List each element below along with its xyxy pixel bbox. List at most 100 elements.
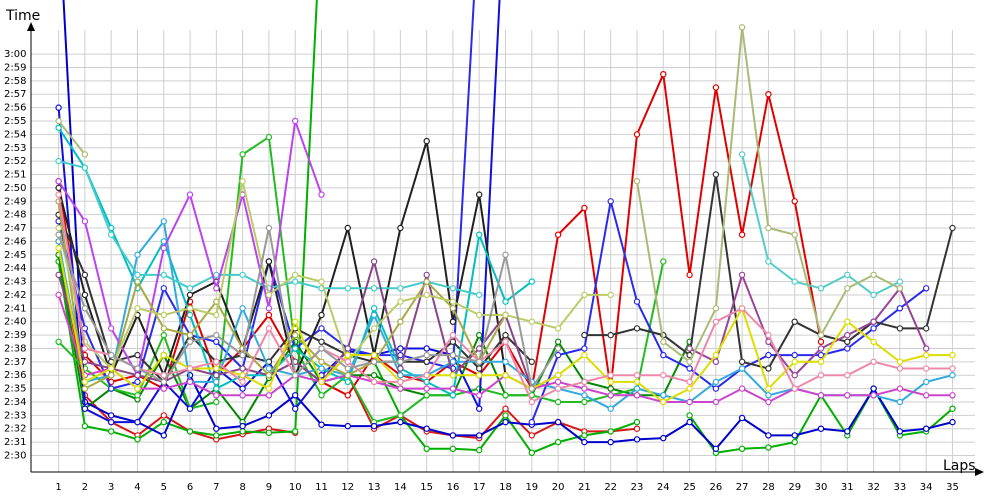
data-point — [81, 405, 89, 412]
data-point — [292, 318, 299, 325]
data-point — [633, 298, 641, 305]
y-tick-label: 2:57 — [4, 89, 26, 100]
data-point — [55, 124, 62, 131]
data-point — [449, 338, 457, 345]
data-point — [449, 305, 457, 312]
data-point — [712, 318, 720, 325]
data-point — [107, 365, 115, 372]
y-tick-label: 2:59 — [4, 62, 26, 73]
data-point — [134, 271, 141, 279]
data-point — [292, 372, 299, 379]
data-point — [870, 385, 877, 392]
y-tick-label: 2:58 — [4, 76, 26, 87]
plot-area — [55, 0, 956, 456]
data-point — [55, 291, 62, 299]
data-point — [738, 24, 746, 31]
data-point — [817, 358, 825, 365]
x-tick-label: 23 — [631, 482, 644, 493]
data-point — [186, 305, 194, 312]
data-point — [686, 271, 693, 279]
data-point — [81, 358, 89, 365]
data-point — [423, 445, 430, 452]
data-point — [160, 218, 167, 225]
data-point — [765, 392, 772, 399]
data-point — [686, 398, 693, 406]
data-point — [213, 372, 220, 379]
data-point — [370, 372, 378, 379]
data-point — [81, 271, 89, 279]
data-point — [186, 191, 194, 198]
series-20 — [55, 24, 904, 365]
data-point — [554, 372, 562, 379]
data-point — [633, 378, 641, 386]
data-point — [844, 345, 851, 352]
data-point — [107, 412, 115, 419]
data-point — [502, 251, 509, 258]
data-point — [581, 351, 588, 359]
data-point — [686, 412, 693, 419]
data-point — [449, 445, 457, 452]
y-tick-label: 2:36 — [4, 370, 26, 381]
x-tick-label: 22 — [604, 482, 617, 493]
data-point — [949, 392, 956, 399]
data-point — [344, 422, 351, 430]
data-point — [134, 392, 141, 399]
data-point — [239, 422, 246, 430]
data-point — [738, 365, 746, 372]
data-point — [712, 171, 720, 178]
data-point — [896, 358, 904, 365]
data-point — [134, 436, 141, 443]
axes — [27, 22, 984, 476]
data-point — [581, 345, 588, 352]
data-point — [581, 438, 588, 446]
x-tick-label: 20 — [552, 482, 565, 493]
data-point — [423, 278, 430, 285]
series-line — [57, 140, 507, 377]
data-point — [423, 351, 430, 359]
data-point — [213, 358, 220, 365]
data-point — [186, 291, 194, 299]
x-tick-label: 1 — [55, 482, 61, 493]
data-point — [397, 372, 404, 379]
data-point — [660, 372, 667, 379]
data-point — [476, 405, 483, 412]
data-point — [791, 278, 798, 285]
data-point — [949, 405, 956, 412]
data-point — [738, 231, 746, 238]
data-point — [528, 449, 536, 456]
data-point — [134, 351, 141, 359]
series-14 — [738, 151, 904, 299]
data-point — [81, 164, 89, 171]
data-point — [213, 338, 220, 345]
data-point — [870, 271, 877, 279]
data-point — [186, 378, 194, 386]
data-point — [476, 311, 483, 319]
data-point — [344, 372, 351, 379]
data-point — [397, 224, 404, 232]
data-point — [528, 318, 536, 325]
data-point — [923, 285, 930, 292]
data-point — [528, 398, 536, 406]
y-tick-label: 2:39 — [4, 330, 26, 341]
y-tick-label: 2:55 — [4, 116, 26, 127]
data-point — [765, 224, 772, 232]
data-point — [502, 412, 509, 419]
data-point — [370, 285, 378, 292]
data-point — [712, 385, 720, 392]
data-point — [265, 385, 273, 392]
series-24 — [55, 224, 562, 392]
data-point — [502, 372, 509, 379]
y-tick-label: 2:49 — [4, 196, 26, 207]
data-point — [581, 204, 588, 212]
data-point — [81, 291, 89, 299]
data-point — [134, 418, 141, 426]
x-tick-label: 8 — [239, 482, 245, 493]
data-point — [581, 378, 588, 386]
data-point — [738, 414, 746, 422]
data-point — [607, 438, 614, 446]
x-tick-label: 32 — [867, 482, 880, 493]
data-point — [765, 385, 772, 392]
data-point — [633, 385, 641, 392]
data-point — [738, 151, 746, 158]
x-tick-label: 5 — [161, 482, 167, 493]
